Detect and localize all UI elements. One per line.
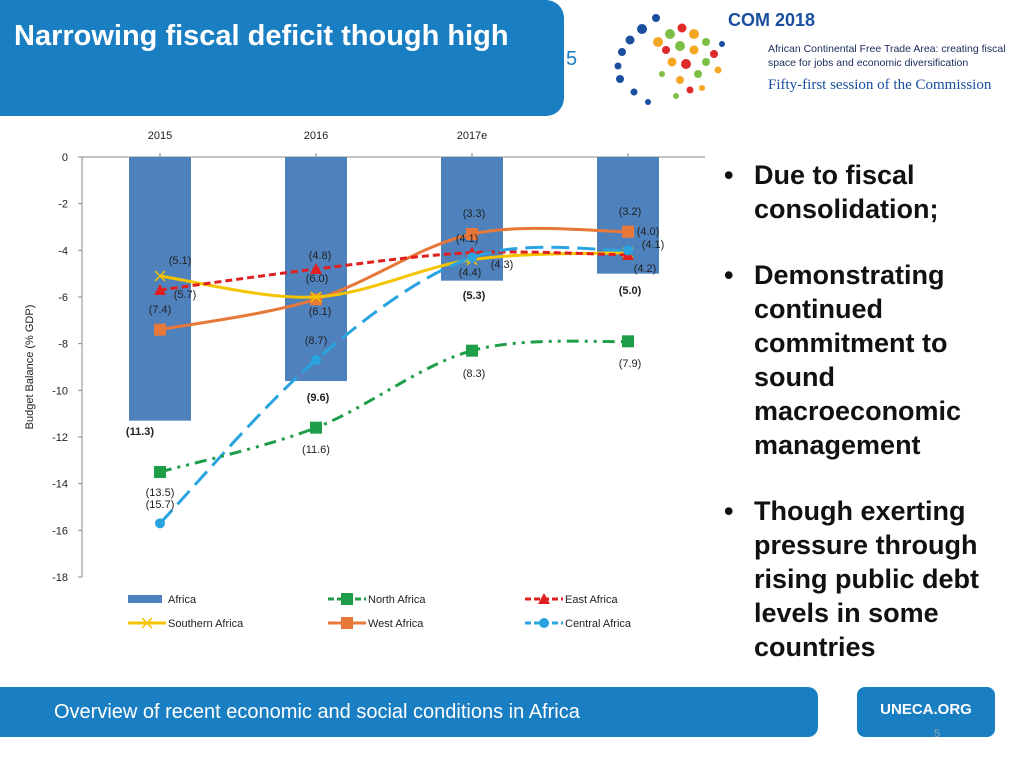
data-label-north-africa: (13.5) [146, 487, 175, 499]
data-label-central-africa: (15.7) [146, 499, 175, 511]
y-tick-label: -14 [52, 479, 68, 491]
line-central-africa [158, 245, 629, 525]
line-west-africa [159, 226, 629, 332]
marker-east-africa [154, 284, 166, 295]
x-tick-label: 2017e [457, 130, 488, 142]
bullet-item: • Due to fiscal consolidation; [718, 158, 1018, 226]
logo-event: COM 2018 [728, 10, 815, 30]
y-tick-label: -6 [58, 292, 68, 304]
legend-label-southern-africa: Southern Africa [168, 618, 244, 630]
data-label-central-africa: (4.3) [491, 259, 514, 271]
legend-marker-east-africa [538, 593, 550, 604]
data-label-southern-africa: (4.1) [642, 239, 665, 251]
bullet-text: Though exerting pressure through rising … [754, 496, 980, 662]
uneca-link[interactable]: UNECA.ORG [857, 687, 995, 737]
bullet-item: • Though exerting pressure through rising… [718, 494, 1018, 664]
uneca-label: UNECA.ORG [880, 701, 972, 718]
data-label-north-africa: (7.9) [619, 358, 642, 370]
marker-central-africa [467, 252, 477, 263]
bullet-dot-icon: • [724, 160, 734, 190]
data-label-southern-africa: (6.0) [306, 273, 329, 285]
data-label-africa: (9.6) [307, 392, 330, 404]
x-tick-label: 2016 [304, 130, 328, 142]
bullet-text: Demonstrating continued commitment to so… [754, 260, 962, 460]
data-label-east-africa: (4.2) [634, 263, 657, 275]
data-label-africa: (5.3) [463, 290, 486, 302]
bullet-item: • Demonstrating continued commitment to s… [718, 258, 1018, 462]
legend-label-west-africa: West Africa [368, 618, 424, 630]
data-label-africa: (5.0) [619, 285, 642, 297]
legend-marker-north-africa [341, 593, 353, 605]
marker-west-africa [154, 323, 166, 336]
data-label-west-africa: (3.2) [619, 206, 642, 218]
marker-southern-africa [310, 291, 322, 303]
data-label-africa: (11.3) [126, 426, 154, 438]
marker-east-africa [310, 263, 322, 274]
logo-line2: space for jobs and economic diversificat… [768, 57, 968, 69]
legend-label-east-africa: East Africa [565, 594, 618, 606]
y-tick-label: -16 [52, 525, 68, 537]
marker-west-africa [622, 225, 634, 238]
legend-label-central-africa: Central Africa [565, 618, 632, 630]
data-label-east-africa: (4.8) [309, 250, 332, 262]
line-north-africa [159, 339, 629, 474]
data-label-southern-africa: (4.4) [459, 267, 482, 279]
marker-north-africa [622, 335, 634, 348]
data-label-west-africa: (3.3) [463, 208, 486, 220]
legend-swatch-africa [128, 595, 162, 603]
logo-line1: African Continental Free Trade Area: cre… [768, 43, 1006, 55]
data-label-central-africa: (8.7) [305, 335, 328, 347]
bullet-dot-icon: • [724, 260, 734, 290]
marker-southern-africa [154, 270, 166, 282]
com-2018-logo: COM 2018 African Continental Free Trade … [614, 10, 1006, 105]
marker-north-africa [466, 344, 478, 357]
data-label-southern-africa: (5.1) [169, 255, 192, 267]
data-label-central-africa: (4.0) [637, 226, 660, 238]
y-tick-label: -2 [58, 199, 68, 211]
marker-central-africa [311, 355, 321, 365]
line-east-africa [159, 250, 629, 292]
marker-north-africa [310, 421, 322, 434]
data-label-north-africa: (8.3) [463, 368, 486, 380]
page-number-top: 5 [566, 48, 578, 70]
marker-central-africa [623, 245, 633, 256]
legend-label-africa: Africa [168, 594, 197, 606]
y-tick-label: 0 [62, 152, 68, 164]
x-tick-label: 2015 [148, 130, 172, 142]
data-label-east-africa: (4.1) [456, 233, 479, 245]
marker-west-africa [466, 228, 478, 240]
marker-north-africa [154, 466, 166, 478]
bullet-dot-icon: • [724, 496, 734, 526]
y-tick-label: -10 [52, 385, 68, 397]
marker-central-africa [155, 518, 165, 529]
bullet-text: Due to fiscal consolidation; [754, 160, 939, 224]
y-axis-label: Budget Balance (% GDP) [24, 305, 36, 430]
bullet-list: • Due to fiscal consolidation; • Demonstra… [718, 158, 1018, 696]
marker-west-africa [310, 293, 322, 306]
legend-marker-west-africa [341, 617, 353, 629]
page-number-bottom: 5 [934, 728, 941, 740]
title-banner: Narrowing fiscal deficit though high [0, 0, 564, 116]
y-tick-label: -8 [58, 339, 68, 351]
logo-dots-icon [614, 14, 725, 105]
logo-line3: Fifty-first session of the Commission [768, 77, 992, 93]
budget-balance-chart: 0 -2 -4 -6 -8 -10 -12 -14 -16 -18 2015 2016 2017e Bud… [24, 130, 705, 630]
data-label-west-africa: (6.1) [309, 306, 332, 318]
y-tick-label: -18 [52, 572, 68, 584]
legend-marker-central-africa [539, 618, 549, 628]
data-label-west-africa: (7.4) [149, 304, 172, 316]
footer-banner: Overview of recent economic and social c… [0, 687, 818, 737]
y-tick-label: -12 [52, 432, 68, 444]
footer-text: Overview of recent economic and social c… [54, 701, 580, 723]
y-tick-label: -4 [58, 245, 68, 257]
data-label-east-africa: (5.7) [174, 289, 197, 301]
legend-label-north-africa: North Africa [368, 594, 426, 606]
page-title: Narrowing fiscal deficit though high [14, 20, 509, 52]
data-label-north-africa: (11.6) [302, 444, 330, 456]
legend-marker-southern-africa [141, 617, 153, 629]
